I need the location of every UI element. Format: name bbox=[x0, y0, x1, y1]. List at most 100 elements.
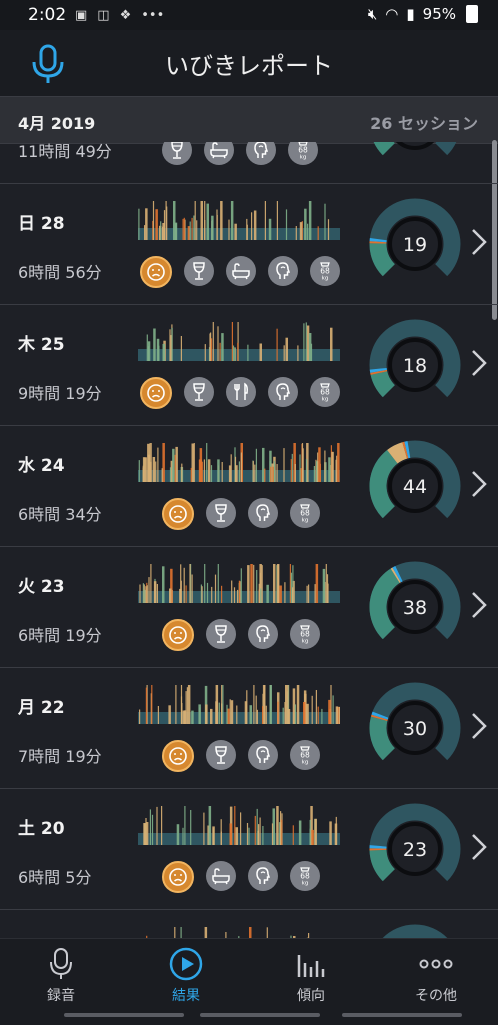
wave-spike bbox=[210, 709, 213, 724]
wave-spike bbox=[150, 443, 151, 482]
weight-unit: kg bbox=[300, 155, 307, 161]
wave-spike bbox=[148, 577, 149, 603]
chevron-right-icon[interactable] bbox=[470, 832, 488, 862]
chevron-right-icon[interactable] bbox=[470, 227, 488, 257]
wave-spike bbox=[220, 201, 223, 240]
wave-spike bbox=[297, 685, 300, 724]
weight-unit: kg bbox=[302, 881, 309, 887]
wave-spike bbox=[323, 569, 326, 603]
wave-spike bbox=[260, 344, 263, 362]
wave-spike bbox=[155, 462, 156, 483]
wave-spike bbox=[321, 709, 322, 724]
wave-spike bbox=[186, 691, 187, 724]
wave-spike bbox=[307, 586, 308, 603]
wave-spike bbox=[147, 585, 148, 603]
wave-spike bbox=[339, 707, 340, 724]
wave-spike bbox=[254, 465, 255, 482]
wave-spike bbox=[253, 685, 254, 724]
wave-spike bbox=[183, 219, 184, 240]
wave-spike bbox=[247, 345, 248, 361]
session-duration: 11時間 49分 bbox=[18, 142, 112, 162]
wave-spike bbox=[160, 221, 161, 240]
mic-icon bbox=[48, 948, 74, 980]
wave-spike bbox=[256, 570, 257, 603]
wave-spike bbox=[153, 201, 154, 240]
wave-spike bbox=[201, 201, 204, 240]
session-duration: 7時間 19分 bbox=[18, 743, 102, 767]
wave-spike bbox=[303, 323, 304, 361]
head-icon bbox=[248, 740, 278, 770]
wave-spike bbox=[236, 827, 239, 845]
snore-waveform bbox=[138, 685, 340, 730]
chevron-right-icon[interactable] bbox=[470, 590, 488, 620]
wave-spike bbox=[314, 466, 315, 482]
chevron-right-icon[interactable] bbox=[470, 711, 488, 741]
session-row-partial[interactable] bbox=[0, 909, 498, 938]
wave-spike bbox=[148, 346, 149, 361]
wave-spike bbox=[195, 201, 196, 240]
gauge-segment-light bbox=[378, 719, 389, 754]
wave-spike bbox=[286, 338, 289, 361]
wave-spike bbox=[277, 329, 278, 361]
wave-spike bbox=[296, 226, 297, 240]
wave-spike bbox=[205, 344, 206, 361]
wave-spike bbox=[157, 339, 160, 361]
wave-spike bbox=[204, 459, 205, 482]
wave-spike bbox=[234, 806, 235, 845]
wave-spike bbox=[150, 809, 151, 845]
wave-spike bbox=[303, 702, 306, 724]
wave-spike bbox=[299, 821, 302, 846]
tab-trends[interactable]: 傾向 bbox=[256, 947, 366, 1005]
wave-spike bbox=[146, 688, 147, 724]
more-dots-icon: ••• bbox=[141, 8, 164, 23]
wave-spike bbox=[147, 444, 150, 482]
wave-spike bbox=[258, 824, 259, 845]
wave-spike bbox=[251, 212, 252, 240]
wifi-icon: ◠ bbox=[385, 5, 398, 23]
wave-spike bbox=[308, 585, 309, 604]
wave-spike bbox=[162, 227, 163, 240]
wave-spike bbox=[151, 685, 152, 724]
wave-spike bbox=[302, 443, 303, 482]
tab-more[interactable]: その他 bbox=[381, 947, 491, 1005]
session-day: 土 20 bbox=[18, 814, 65, 839]
score-gauge bbox=[366, 921, 464, 938]
wave-spike bbox=[215, 575, 216, 603]
wave-spike bbox=[145, 208, 148, 240]
battery-percent: 95% bbox=[423, 5, 456, 23]
wine-icon bbox=[184, 377, 214, 407]
weight-unit: kg bbox=[302, 760, 309, 766]
wave-spike bbox=[336, 706, 339, 724]
tab-record[interactable]: 録音 bbox=[6, 947, 116, 1005]
tab-label: その他 bbox=[381, 985, 491, 1005]
page-title: いびきレポート bbox=[0, 46, 498, 81]
wave-spike bbox=[316, 564, 319, 603]
wave-spike bbox=[190, 810, 191, 845]
score-gauge bbox=[366, 142, 464, 172]
chevron-right-icon[interactable] bbox=[470, 469, 488, 499]
weight-value: 68 bbox=[298, 146, 308, 155]
wave-spike bbox=[145, 818, 146, 845]
wave-spike bbox=[306, 704, 309, 724]
nav-handle bbox=[64, 1013, 184, 1017]
wave-spike bbox=[158, 706, 159, 724]
chevron-right-icon[interactable] bbox=[470, 348, 488, 378]
tab-results[interactable]: 結果 bbox=[131, 947, 241, 1005]
wave-spike bbox=[152, 815, 153, 845]
wave-spike bbox=[221, 685, 222, 724]
wave-spike bbox=[222, 462, 223, 482]
wave-spike bbox=[166, 201, 167, 240]
wave-spike bbox=[200, 448, 203, 482]
